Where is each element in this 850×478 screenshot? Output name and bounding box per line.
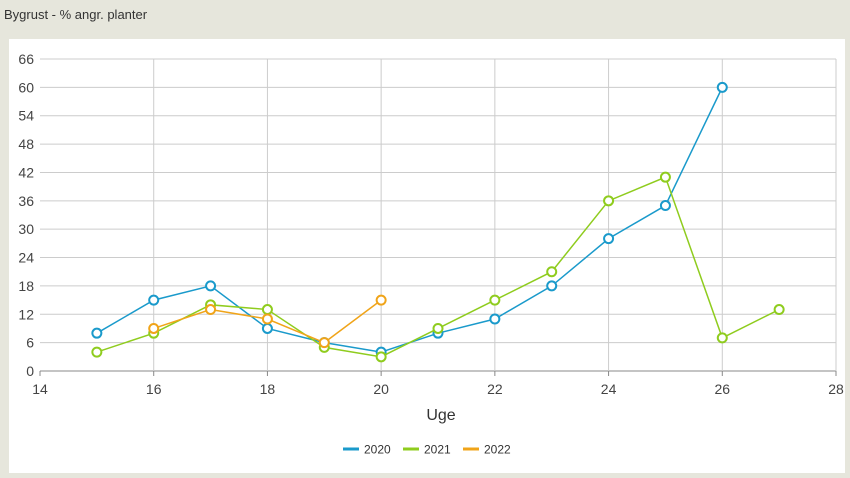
y-axis-ticks: 0 6 12 18 24 30 36 42 48 54 60 66 <box>18 51 34 379</box>
y-tick-label: 48 <box>18 136 34 152</box>
legend: 2020 2021 2022 <box>343 443 511 457</box>
data-point-2020[interactable] <box>91 327 103 339</box>
grid-lines <box>40 58 837 372</box>
data-point-2022[interactable] <box>375 294 387 306</box>
data-point-2020[interactable] <box>148 294 160 306</box>
y-tick-label: 12 <box>18 306 34 322</box>
data-point-2022[interactable] <box>205 304 217 316</box>
series-lines <box>91 81 785 363</box>
x-tick-label: 16 <box>146 381 162 397</box>
y-tick-label: 36 <box>18 193 34 209</box>
data-point-2021[interactable] <box>261 304 273 316</box>
data-point-2020[interactable] <box>546 280 558 292</box>
y-tick-label: 66 <box>18 51 34 67</box>
data-point-2020[interactable] <box>261 322 273 334</box>
x-tick-label: 22 <box>487 381 503 397</box>
legend-label: 2022 <box>484 443 511 457</box>
data-point-2021[interactable] <box>91 346 103 358</box>
y-tick-label: 18 <box>18 278 34 294</box>
chart-header-title: Bygrust - % angr. planter <box>4 7 148 22</box>
x-tick-label: 18 <box>260 381 276 397</box>
data-point-2022[interactable] <box>318 337 330 349</box>
series-2022 <box>148 294 387 349</box>
x-tick-label: 24 <box>601 381 617 397</box>
chart-panel <box>9 39 845 473</box>
y-tick-label: 6 <box>26 335 34 351</box>
legend-label: 2020 <box>364 443 391 457</box>
legend-item-2020[interactable]: 2020 <box>343 443 391 457</box>
x-axis-title: Uge <box>426 407 455 424</box>
data-point-2020[interactable] <box>716 81 728 93</box>
x-axis-ticks: 14 16 18 20 22 24 26 28 <box>32 371 844 397</box>
data-point-2020[interactable] <box>205 280 217 292</box>
data-point-2020[interactable] <box>603 233 615 245</box>
data-point-2020[interactable] <box>659 200 671 212</box>
data-point-2022[interactable] <box>148 322 160 334</box>
y-tick-label: 60 <box>18 79 34 95</box>
data-point-2021[interactable] <box>603 195 615 207</box>
data-point-2022[interactable] <box>261 313 273 325</box>
data-point-2021[interactable] <box>489 294 501 306</box>
x-tick-label: 28 <box>828 381 844 397</box>
y-tick-label: 30 <box>18 221 34 237</box>
data-point-2021[interactable] <box>432 322 444 334</box>
y-tick-label: 42 <box>18 164 34 180</box>
data-point-2021[interactable] <box>546 266 558 278</box>
x-tick-label: 20 <box>373 381 389 397</box>
series-line-2020 <box>96 87 723 353</box>
data-point-2021[interactable] <box>375 351 387 363</box>
data-point-2021[interactable] <box>659 171 671 183</box>
legend-label: 2021 <box>424 443 451 457</box>
legend-item-2022[interactable]: 2022 <box>463 443 511 457</box>
data-point-2020[interactable] <box>489 313 501 325</box>
data-point-2021[interactable] <box>773 304 785 316</box>
y-tick-label: 54 <box>18 108 34 124</box>
x-tick-label: 26 <box>714 381 730 397</box>
x-tick-label: 14 <box>32 381 48 397</box>
legend-item-2021[interactable]: 2021 <box>403 443 451 457</box>
data-point-2021[interactable] <box>716 332 728 344</box>
y-tick-label: 0 <box>26 363 34 379</box>
y-tick-label: 24 <box>18 250 34 266</box>
